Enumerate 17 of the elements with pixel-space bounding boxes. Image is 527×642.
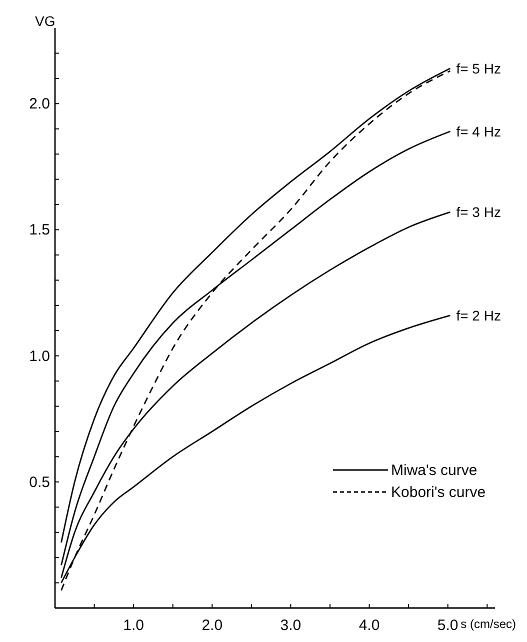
series-label: f= 4 Hz	[456, 123, 501, 140]
legend-label: Kobori's curve	[391, 484, 486, 501]
series-label: f= 2 Hz	[456, 307, 501, 324]
y-tick-label: 2.0	[29, 96, 50, 113]
x-tick-label: 3.0	[280, 617, 302, 634]
x-axis-title: s (cm/sec)	[460, 617, 516, 631]
series-label: f= 3 Hz	[456, 204, 501, 220]
y-tick-label: 1.0	[29, 348, 50, 365]
y-tick-label: 0.5	[29, 474, 50, 491]
annotation: Miwa's curve	[391, 462, 478, 479]
x-tick-label: 1.0	[123, 617, 144, 634]
y-axis-title: VG	[35, 13, 56, 29]
series-label: f= 5 Hz	[456, 60, 501, 76]
x-tick-label: 5.0	[437, 617, 458, 634]
x-tick-label: 4.0	[358, 617, 380, 634]
y-tick-label: 1.5	[29, 222, 50, 239]
x-tick-label: 2.0	[202, 617, 223, 634]
